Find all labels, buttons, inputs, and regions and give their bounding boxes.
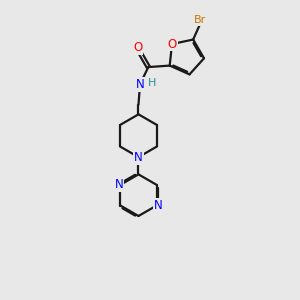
Text: N: N: [134, 151, 143, 164]
Text: Br: Br: [194, 15, 206, 25]
Text: N: N: [154, 199, 162, 212]
Text: N: N: [115, 178, 123, 191]
Text: O: O: [167, 38, 177, 50]
Text: H: H: [148, 78, 157, 88]
Text: O: O: [133, 41, 142, 54]
Text: N: N: [136, 78, 144, 91]
